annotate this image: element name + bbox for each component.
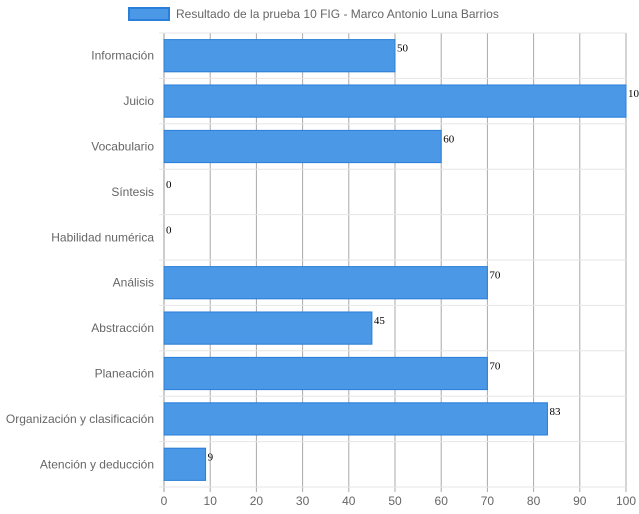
bar[interactable] — [163, 129, 442, 164]
x-tick-label: 100 — [616, 494, 636, 508]
bar-value-label: 0 — [166, 179, 172, 191]
bar-value-label: 45 — [374, 315, 386, 327]
bar-value-label: 83 — [549, 406, 561, 418]
x-tick-label: 10 — [204, 494, 218, 508]
x-tick-label: 90 — [573, 494, 587, 508]
bar-value-label: 9 — [208, 451, 214, 463]
category-label: Planeación — [95, 367, 154, 381]
bar-value-label: 70 — [489, 361, 501, 373]
bar[interactable] — [163, 447, 207, 481]
bar-value-label: 50 — [397, 43, 409, 55]
x-tick-label: 20 — [250, 494, 264, 508]
category-axis: Información Juicio Vocabulario Síntesis Habi… — [6, 49, 154, 472]
legend[interactable]: Resultado de la prueba 10 FIG - Marco An… — [128, 7, 499, 21]
bar[interactable] — [163, 402, 548, 436]
category-label: Vocabulario — [91, 140, 154, 154]
bars — [163, 39, 627, 481]
x-tick-label: 50 — [388, 494, 402, 508]
x-tick-label: 0 — [161, 494, 168, 508]
legend-swatch[interactable] — [128, 7, 170, 21]
category-label: Habilidad numérica — [51, 230, 154, 244]
x-tick-label: 60 — [435, 494, 449, 508]
category-label: Juicio — [123, 94, 154, 108]
category-label: Atención y deducción — [40, 457, 154, 471]
x-tick-label: 80 — [527, 494, 541, 508]
category-label: Abstracción — [91, 321, 154, 335]
bar-value-label: 100 — [628, 88, 639, 100]
category-label: Análisis — [113, 276, 154, 290]
data-labels: 50 100 60 0 0 70 45 70 83 9 — [166, 43, 639, 464]
bar[interactable] — [163, 84, 627, 118]
category-label: Organización y clasificación — [6, 412, 154, 426]
x-tick-label: 70 — [481, 494, 495, 508]
bar-value-label: 70 — [489, 270, 501, 282]
x-tick-label: 40 — [342, 494, 356, 508]
category-label: Síntesis — [111, 185, 154, 199]
bar-value-label: 0 — [166, 224, 172, 236]
x-tick-label: 30 — [296, 494, 310, 508]
value-axis: 0 10 20 30 40 50 60 70 80 90 100 — [161, 494, 637, 508]
legend-label[interactable]: Resultado de la prueba 10 FIG - Marco An… — [176, 7, 499, 21]
bar[interactable] — [163, 356, 488, 391]
category-label: Información — [91, 49, 154, 63]
bar[interactable] — [163, 39, 396, 73]
bar[interactable] — [163, 311, 373, 345]
bar-value-label: 60 — [443, 134, 455, 146]
bar[interactable] — [163, 266, 488, 300]
